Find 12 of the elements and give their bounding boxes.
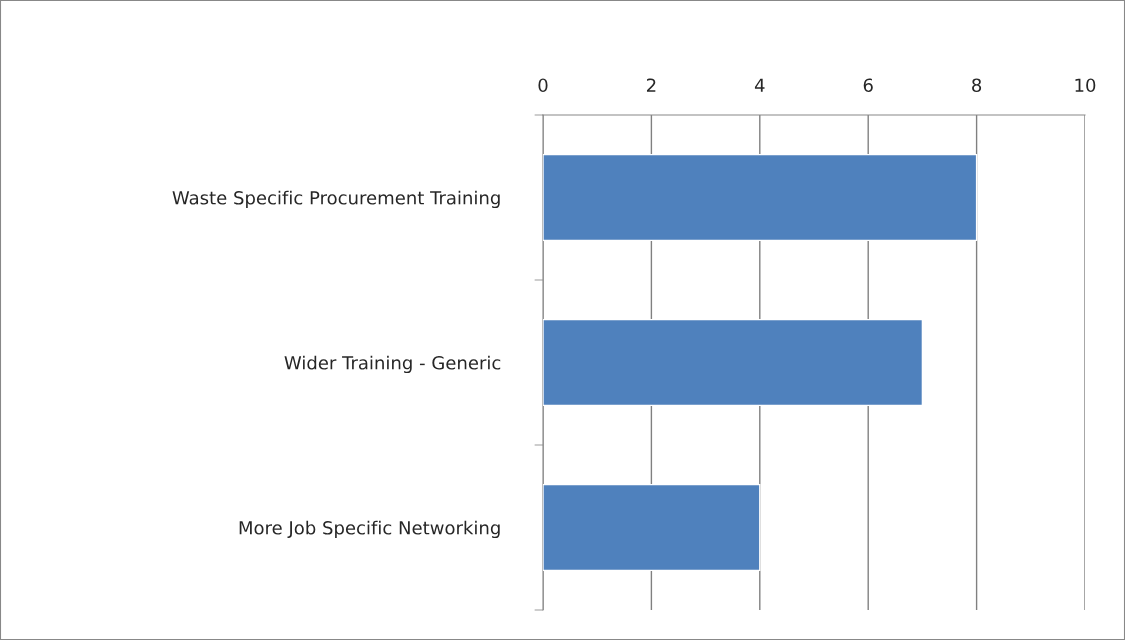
y-tick-label: More Job Specific Networking: [239, 520, 500, 539]
x-tick-label: 2: [646, 78, 656, 92]
bar: [543, 483, 761, 572]
x-tick-label: 10: [1075, 78, 1096, 93]
x-tick-label: 6: [863, 78, 873, 93]
x-tick-label: 0: [538, 78, 548, 93]
x-tick-label: 4: [754, 78, 765, 92]
y-tick-label: Wider Training - Generic: [284, 355, 501, 374]
y-tick-label: Waste Specific Procurement Training: [172, 190, 500, 209]
x-tick-label: 8: [972, 78, 982, 93]
bar: [543, 153, 978, 242]
bar: [543, 318, 924, 407]
